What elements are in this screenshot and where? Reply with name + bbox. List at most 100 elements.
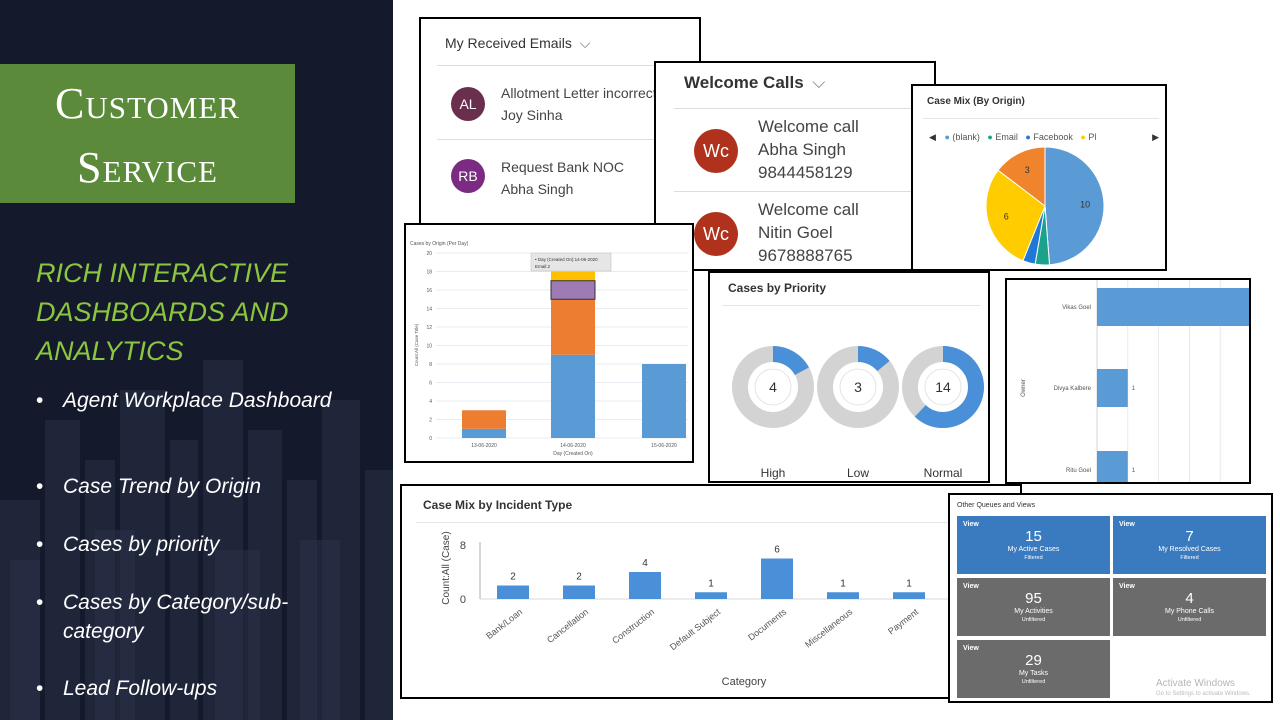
tile-view-link[interactable]: View	[963, 645, 979, 652]
emails-title: My Received Emails	[445, 35, 572, 51]
tile-label: My Resolved Cases	[1158, 546, 1221, 553]
welcome-calls-card: Welcome Calls ⌵ Wc Welcome call Abha Sin…	[654, 61, 936, 271]
tile-resolved-cases[interactable]: View 7 My Resolved Cases Filtered	[1113, 516, 1266, 574]
avatar: Wc	[694, 129, 738, 173]
email-item[interactable]: RB Request Bank NOC Abha Singh	[421, 141, 699, 213]
donut-value: 3	[854, 379, 862, 395]
y-tick-label: 14	[426, 307, 432, 313]
tile-view-link[interactable]: View	[963, 521, 979, 528]
legend-prev-icon[interactable]: ◀	[929, 132, 936, 142]
incident-bar	[893, 592, 925, 599]
title-box: Customer Service	[0, 64, 295, 203]
divider	[674, 108, 934, 109]
x-tick-label: Miscellaneous	[803, 606, 854, 649]
origin-pie-chart: 10 6 3	[985, 146, 1105, 266]
y-tick-label: 16	[426, 288, 432, 294]
cases-by-origin-card: Cases by Origin (Per Day) 0 2 4 6 8 10 12 14 16 18…	[404, 223, 694, 463]
chevron-down-icon: ⌵	[579, 35, 591, 51]
y-tick-label: 4	[429, 399, 432, 405]
call-phone: 9844458129	[758, 163, 853, 182]
owner-name: Ritu Goel	[1066, 468, 1091, 474]
call-item[interactable]: Wc Welcome call Abha Singh 9844458129	[656, 109, 934, 189]
divider	[437, 65, 699, 66]
bar-value-label: 2	[510, 572, 516, 583]
donut-center	[924, 368, 962, 406]
tile-active-cases[interactable]: View 15 My Active Cases Filtered	[957, 516, 1110, 574]
priority-title: Cases by Priority	[728, 281, 827, 295]
bullet-item: Lead Follow-ups	[36, 674, 356, 703]
legend-item[interactable]: ● Email	[987, 132, 1018, 142]
bar-value-label: 1	[1132, 468, 1136, 474]
bar-value-label: 1	[708, 578, 714, 589]
x-tick-label: Cancellation	[545, 607, 590, 645]
call-phone: 9678888765	[758, 246, 853, 265]
priority-donuts: 4 High 3 Low 14 Normal	[732, 346, 984, 480]
y-tick-label: 8	[429, 362, 432, 368]
x-tick-label: Documents	[746, 606, 788, 642]
bar-segment	[551, 354, 595, 438]
email-item[interactable]: AL Allotment Letter incorrect Joy Sinha	[421, 67, 699, 139]
tile-view-link[interactable]: View	[1119, 583, 1135, 590]
owner-bar-chart: Owner Vikas Goel Divya Kalbere 1 Ritu Goel 1	[1021, 280, 1249, 482]
tile-view-link[interactable]: View	[1119, 521, 1135, 528]
pie-slice	[997, 146, 1046, 208]
tile-filter: Unfiltered	[1177, 617, 1202, 623]
email-subject: Request Bank NOC	[501, 159, 624, 175]
tile-filter: Filtered	[1024, 555, 1043, 561]
avatar: Wc	[694, 212, 738, 256]
legend-item[interactable]: ● Facebook	[1025, 132, 1073, 142]
donut-label: High	[761, 466, 786, 480]
x-axis-label: Day (Created On)	[553, 451, 593, 457]
cases-by-priority-card: Cases by Priority 4 High 3 Low 14 Normal	[708, 271, 990, 483]
call-name: Nitin Goel	[758, 223, 833, 242]
divider	[923, 118, 1159, 119]
bullet-item: Cases by priority	[36, 530, 356, 559]
call-subject: Welcome call	[758, 200, 859, 219]
call-subject: Welcome call	[758, 117, 859, 136]
tile-tasks[interactable]: View 29 My Tasks Unfiltered	[957, 640, 1110, 698]
bar-segment	[462, 410, 506, 429]
cases-by-owner-card: Owner Vikas Goel Divya Kalbere 1 Ritu Goel 1	[1005, 278, 1251, 484]
legend-item[interactable]: ● Pl	[1080, 132, 1097, 142]
bar-segment	[551, 299, 595, 355]
bar-segment	[551, 280, 595, 300]
email-subject: Allotment Letter incorrect	[501, 85, 657, 101]
tile-view-link[interactable]: View	[963, 583, 979, 590]
bar-value-label: 1	[906, 578, 912, 589]
donut-segment	[817, 346, 899, 428]
emails-title-row[interactable]: My Received Emails ⌵	[445, 35, 590, 52]
left-panel: Customer Service RICH INTERACTIVE DASHBO…	[0, 0, 393, 720]
tile-label: My Active Cases	[1007, 546, 1060, 553]
bar-value-label: 1	[1132, 386, 1136, 392]
tile-activities[interactable]: View 95 My Activities Unfiltered	[957, 578, 1110, 636]
x-tick-label: 13-06-2020	[471, 443, 497, 449]
donut-value: 14	[935, 379, 951, 395]
bullet-item: Case Trend by Origin	[36, 472, 356, 501]
bar-value-label: 2	[576, 572, 582, 583]
donut-segment	[902, 346, 984, 428]
queues-title: Other Queues and Views	[957, 502, 1036, 509]
owner-bar	[1097, 451, 1128, 482]
incident-bar	[563, 585, 595, 599]
calls-title-row[interactable]: Welcome Calls ⌵	[684, 73, 825, 93]
y-tick-label: 20	[426, 251, 432, 257]
tile-label: My Phone Calls	[1164, 608, 1215, 615]
bullet-item: Agent Workplace Dashboard	[36, 386, 356, 415]
bar-segment	[642, 364, 686, 438]
y-axis-label: Owner	[1021, 379, 1027, 397]
legend-next-icon[interactable]: ▶	[1152, 132, 1159, 142]
y-axis-label: Count:All (Case Title)	[414, 323, 419, 366]
tile-count: 29	[1025, 652, 1042, 669]
incident-bar-chart: 0 8 Count:All (Case) 2 Bank/Loan 2 Cancellatio…	[441, 531, 1020, 688]
divider	[722, 305, 980, 306]
origin-legend: ◀ ● (blank) ● Email ● Facebook ● Pl ▶	[929, 132, 1159, 143]
divider	[437, 139, 699, 140]
tile-label: My Activities	[1014, 608, 1053, 615]
donut-value: 4	[769, 379, 777, 395]
legend-item[interactable]: ● (blank)	[944, 132, 980, 142]
incident-bar	[629, 572, 661, 599]
incident-bar	[695, 592, 727, 599]
tile-phone-calls[interactable]: View 4 My Phone Calls Unfiltered	[1113, 578, 1266, 636]
call-item[interactable]: Wc Welcome call Nitin Goel 9678888765	[656, 192, 934, 269]
owner-name: Divya Kalbere	[1054, 386, 1092, 392]
